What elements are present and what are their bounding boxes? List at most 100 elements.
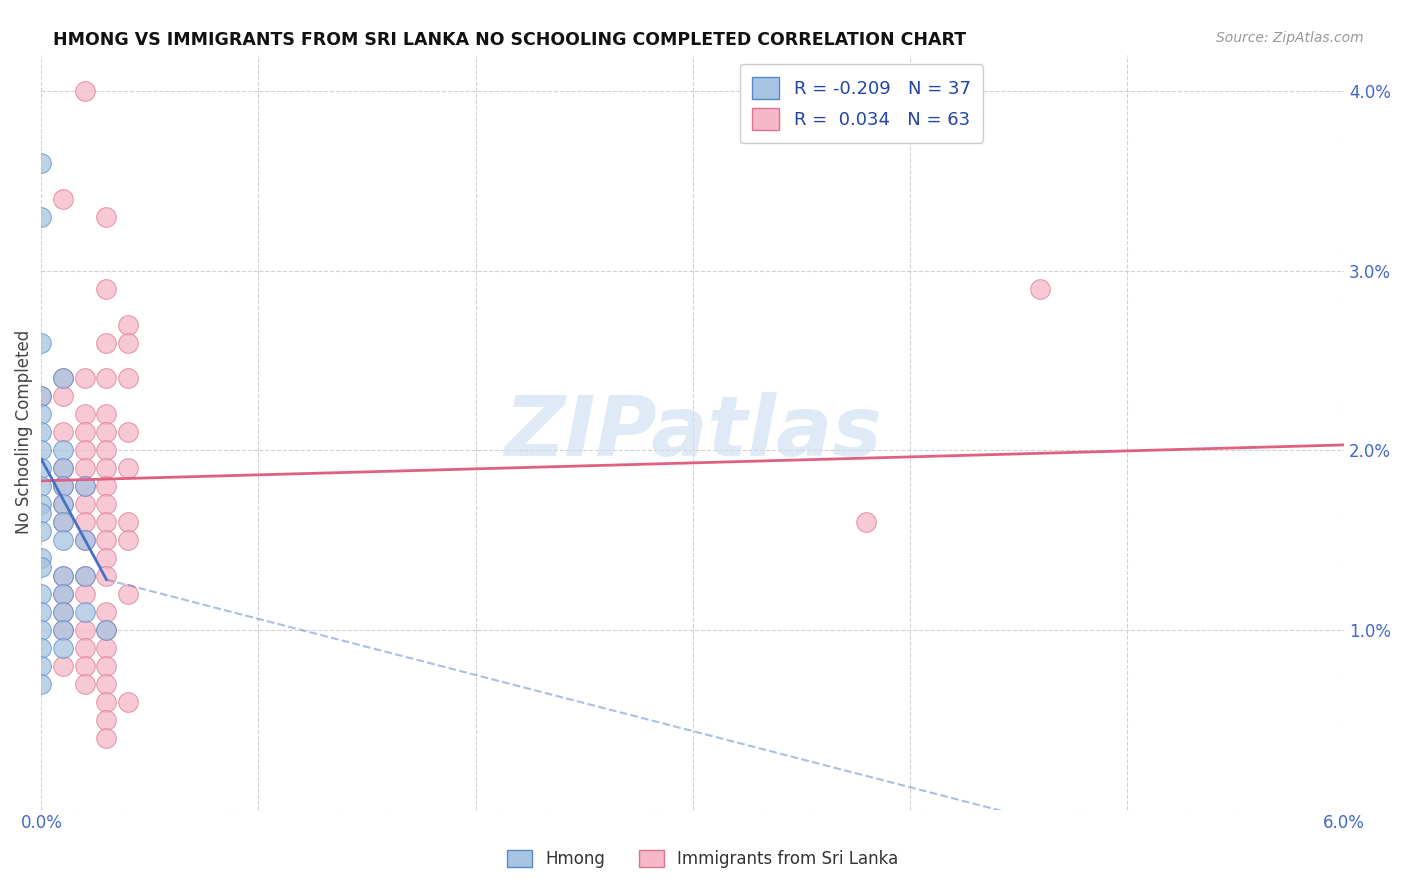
Point [117,335,139,350]
Point [96,371,118,385]
Point [52,640,75,655]
Point [96,479,118,493]
Point [117,587,139,601]
Point [52,587,75,601]
Point [52,605,75,619]
Point [96,640,118,655]
Point [52,623,75,637]
Point [52,533,75,548]
Point [73,425,96,440]
Point [96,677,118,691]
Point [117,371,139,385]
Point [52,569,75,583]
Point [30,389,52,403]
Point [52,515,75,529]
Point [30,479,52,493]
Point [96,425,118,440]
Text: Source: ZipAtlas.com: Source: ZipAtlas.com [1216,31,1364,45]
Point [30,677,52,691]
Point [73,587,96,601]
Point [96,461,118,475]
Point [52,605,75,619]
Point [30,605,52,619]
Point [96,605,118,619]
Point [73,371,96,385]
Point [30,497,52,511]
Point [30,461,52,475]
Legend: Hmong, Immigrants from Sri Lanka: Hmong, Immigrants from Sri Lanka [501,843,905,875]
Point [30,408,52,422]
Point [52,425,75,440]
Point [73,569,96,583]
Point [52,461,75,475]
Point [73,443,96,458]
Point [30,560,52,574]
Point [30,623,52,637]
Point [73,569,96,583]
Point [52,371,75,385]
Point [73,84,96,98]
Point [73,408,96,422]
Point [30,210,52,224]
Point [96,497,118,511]
Point [73,461,96,475]
Point [52,479,75,493]
Point [52,371,75,385]
Point [52,658,75,673]
Point [52,389,75,403]
Point [117,318,139,332]
Point [52,587,75,601]
Point [73,623,96,637]
Point [96,623,118,637]
Point [73,658,96,673]
Point [73,479,96,493]
Point [117,425,139,440]
Point [96,515,118,529]
Point [117,533,139,548]
Point [52,623,75,637]
Point [96,658,118,673]
Point [30,640,52,655]
Point [73,677,96,691]
Point [30,524,52,538]
Point [30,389,52,403]
Point [117,515,139,529]
Point [73,497,96,511]
Point [30,551,52,566]
Text: HMONG VS IMMIGRANTS FROM SRI LANKA NO SCHOOLING COMPLETED CORRELATION CHART: HMONG VS IMMIGRANTS FROM SRI LANKA NO SC… [53,31,966,49]
Point [30,443,52,458]
Point [73,515,96,529]
Y-axis label: No Schooling Completed: No Schooling Completed [15,330,32,534]
Legend: R = -0.209   N = 37, R =  0.034   N = 63: R = -0.209 N = 37, R = 0.034 N = 63 [740,64,983,143]
Point [30,335,52,350]
Point [73,640,96,655]
Point [1029,282,1052,296]
Point [96,533,118,548]
Point [96,731,118,745]
Point [52,479,75,493]
Point [30,156,52,170]
Point [96,713,118,727]
Point [52,515,75,529]
Point [96,443,118,458]
Point [52,569,75,583]
Point [117,695,139,709]
Point [117,461,139,475]
Point [73,605,96,619]
Point [30,658,52,673]
Point [96,551,118,566]
Point [73,533,96,548]
Point [52,461,75,475]
Point [96,623,118,637]
Point [52,497,75,511]
Text: ZIPatlas: ZIPatlas [503,392,882,473]
Point [96,569,118,583]
Point [52,497,75,511]
Point [96,408,118,422]
Point [52,443,75,458]
Point [73,479,96,493]
Point [73,533,96,548]
Point [52,192,75,206]
Point [30,506,52,520]
Point [96,335,118,350]
